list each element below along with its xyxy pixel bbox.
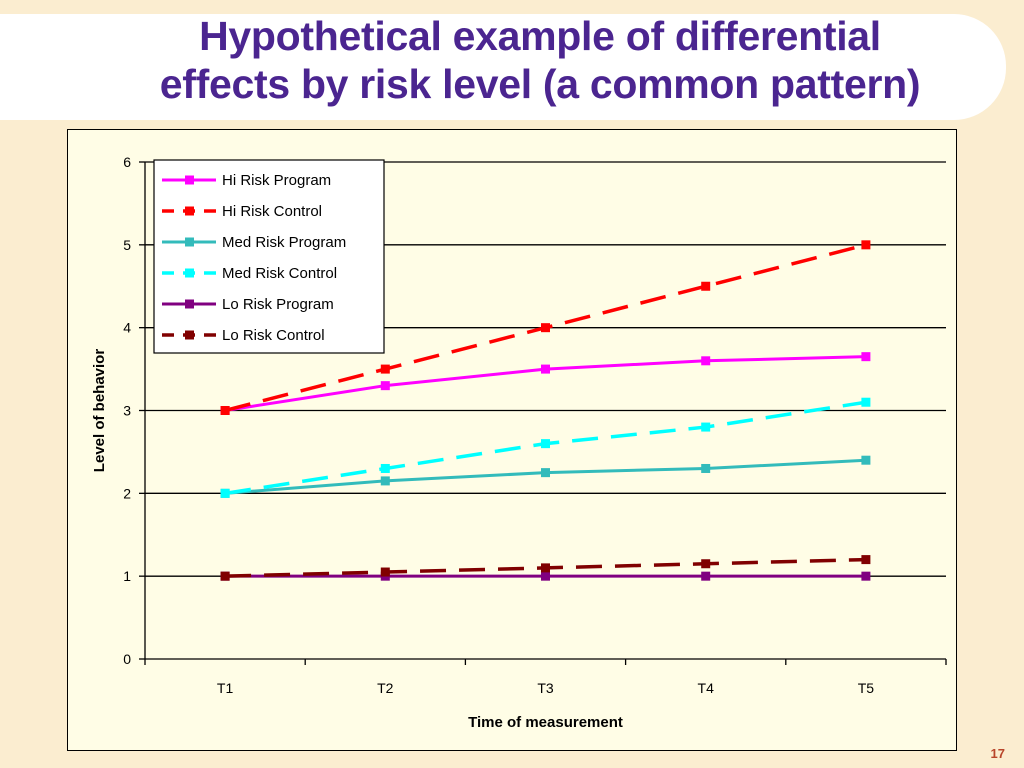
series-1-point-3	[701, 281, 711, 291]
slide-title: Hypothetical example of differential eff…	[0, 12, 1024, 108]
y-tick-label-2: 2	[123, 485, 131, 501]
y-tick-label-1: 1	[123, 568, 131, 584]
legend-label-0: Hi Risk Program	[222, 172, 331, 189]
x-tick-label-T1: T1	[217, 680, 234, 696]
legend-swatch-marker-4	[185, 299, 194, 309]
x-tick-label-T4: T4	[698, 680, 715, 696]
y-axis-title: Level of behavior	[91, 349, 108, 473]
series-0-point-4	[861, 352, 871, 362]
series-5-point-4	[861, 555, 871, 565]
legend-swatch-marker-3	[185, 268, 194, 278]
y-tick-label-3: 3	[123, 403, 131, 419]
legend-label-4: Lo Risk Program	[222, 296, 334, 313]
legend-swatch-marker-2	[185, 237, 194, 247]
legend-label-1: Hi Risk Control	[222, 203, 322, 220]
x-tick-label-T5: T5	[858, 680, 875, 696]
series-1-point-1	[380, 364, 390, 374]
series-3-point-3	[701, 422, 711, 432]
legend-swatch-marker-1	[185, 206, 194, 216]
series-1-point-4	[861, 240, 871, 250]
series-0-point-2	[541, 364, 550, 374]
series-4-point-3	[701, 571, 711, 581]
legend-label-5: Lo Risk Control	[222, 327, 325, 344]
series-5-point-1	[380, 567, 390, 577]
legend-swatch-marker-0	[185, 175, 194, 185]
series-5-point-3	[701, 559, 711, 569]
series-4-point-2	[541, 571, 550, 581]
series-4-point-4	[861, 571, 871, 581]
series-2-point-3	[701, 463, 711, 473]
series-5-point-2	[541, 563, 550, 573]
series-3-point-4	[861, 397, 871, 407]
y-tick-label-6: 6	[123, 154, 131, 170]
series-1-point-0	[220, 406, 230, 415]
series-0-point-3	[701, 356, 711, 366]
series-3-point-0	[220, 488, 230, 498]
legend-label-2: Med Risk Program	[222, 234, 346, 251]
legend-box	[153, 159, 385, 354]
y-tick-label-5: 5	[123, 237, 131, 253]
legend-swatch-marker-5	[185, 330, 194, 340]
series-1-point-2	[541, 323, 550, 333]
title-band	[0, 14, 1006, 120]
chart-frame: 0 1 2 3 4 5 6 T1 T2 T3 T4 T5 Time of measurement Leve…	[67, 129, 957, 751]
x-tick-label-T3: T3	[537, 680, 554, 696]
legend-label-3: Med Risk Control	[222, 265, 337, 282]
y-tick-label-4: 4	[123, 320, 131, 336]
y-tick-label-0: 0	[123, 651, 131, 667]
x-axis-title: Time of measurement	[468, 714, 623, 731]
series-0-point-1	[380, 381, 390, 391]
series-3-point-1	[380, 463, 390, 473]
series-5-point-0	[220, 571, 230, 581]
series-2-point-4	[861, 455, 871, 465]
slide-title-line-2: effects by risk level (a common pattern)	[159, 61, 921, 107]
series-2-point-2	[541, 468, 550, 478]
line-chart: 0 1 2 3 4 5 6 T1 T2 T3 T4 T5 Time of measurement Leve…	[91, 154, 947, 731]
x-tick-label-T2: T2	[377, 680, 394, 696]
slide-number: 17	[990, 746, 1005, 761]
slide-title-line-1: Hypothetical example of differential	[199, 13, 881, 59]
series-2-point-1	[380, 476, 390, 486]
series-3-point-2	[541, 439, 550, 449]
